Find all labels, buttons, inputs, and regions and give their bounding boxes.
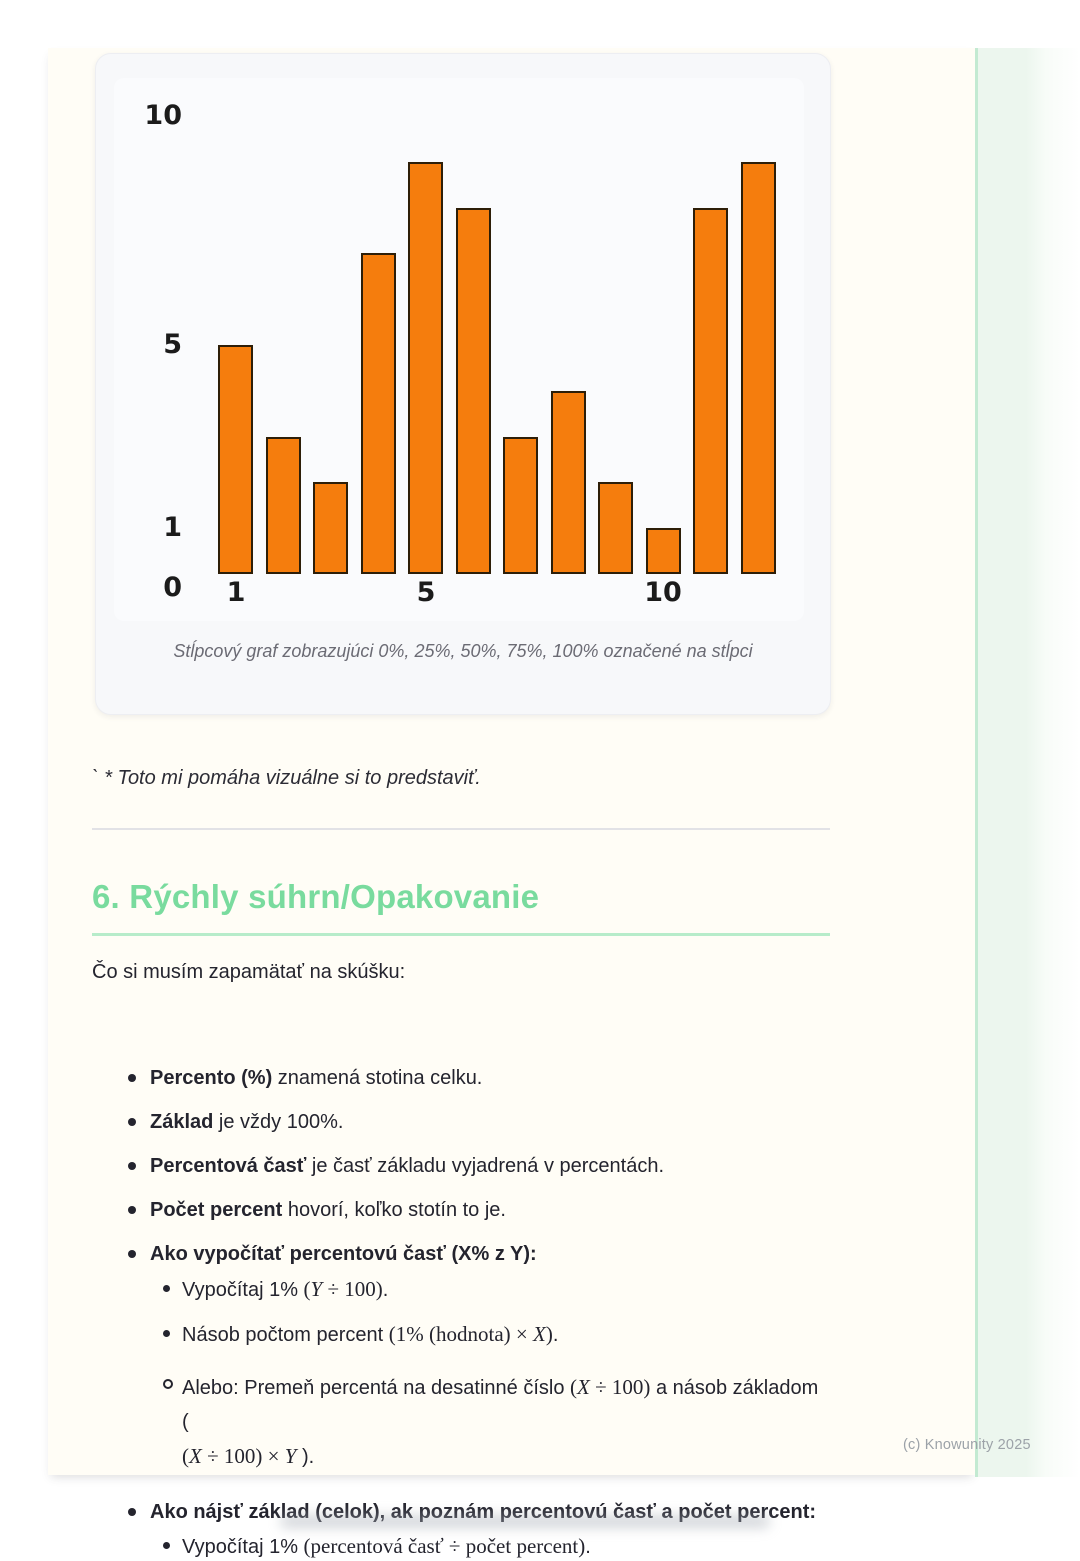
circle-bullet-icon xyxy=(163,1379,173,1389)
bar-11 xyxy=(693,208,728,574)
y-tick-label: 10 xyxy=(144,100,182,131)
list-item: Vypočítaj 1% (Y ÷ 100). xyxy=(154,1275,830,1304)
right-accent-line xyxy=(975,48,978,1477)
bar-8 xyxy=(550,391,586,574)
list-item: Násob počtom percent (1% (hodnota) × X). xyxy=(154,1320,830,1349)
section-heading: 6. Rýchly súhrn/Opakovanie xyxy=(92,878,540,915)
y-tick-label: 1 xyxy=(163,512,182,543)
disc-bullet-icon xyxy=(163,1285,170,1292)
summary-list: Percento (%) znamená stotina celku. Zákla… xyxy=(92,1034,830,1561)
section-divider xyxy=(92,828,830,830)
bar-7 xyxy=(503,437,538,574)
list-item: Základ je vždy 100%. xyxy=(122,1108,830,1136)
next-page-shadow xyxy=(280,1515,770,1528)
list-item: Počet percent hovorí, koľko stotín to je… xyxy=(122,1196,830,1224)
right-accent-panel xyxy=(978,48,1080,1477)
watermark: (c) Knowunity 2025 xyxy=(903,1437,1031,1453)
disc-bullet-icon xyxy=(128,1250,136,1258)
list-item: Alebo: Premeň percentá na desatinné čísl… xyxy=(154,1370,830,1474)
list-item: Vypočítaj 1% (percentová časť ÷ počet pe… xyxy=(154,1532,830,1561)
list-item: Ako vypočítať percentovú časť (X% z Y): xyxy=(122,1240,830,1268)
y-tick-label: 5 xyxy=(163,329,182,360)
bar-5 xyxy=(408,162,443,574)
bar-chart: 10 5 1 0 1 5 10 xyxy=(114,78,804,621)
list-item: Percentová časť je časť základu vyjadren… xyxy=(122,1152,830,1180)
x-tick-label: 1 xyxy=(226,577,246,608)
document-page: 10 5 1 0 1 5 10 Stĺpcový graf zobrazujúci 0%, … xyxy=(48,48,975,1558)
bar-2 xyxy=(265,437,301,574)
bar-6 xyxy=(455,208,491,574)
bar-12 xyxy=(740,162,776,574)
x-tick-label: 5 xyxy=(416,577,436,608)
bar-10 xyxy=(645,528,681,574)
bar-1 xyxy=(218,345,253,574)
disc-bullet-icon xyxy=(128,1118,136,1126)
bar-4 xyxy=(360,253,396,574)
summary-intro: Čo si musím zapamätať na skúšku: xyxy=(92,961,406,983)
x-tick-label: 10 xyxy=(644,577,682,608)
bar-9 xyxy=(598,482,633,574)
disc-bullet-icon xyxy=(128,1074,136,1082)
list-item: Percento (%) znamená stotina celku. xyxy=(122,1064,830,1092)
disc-bullet-icon xyxy=(163,1330,170,1337)
disc-bullet-icon xyxy=(163,1542,170,1549)
bar-3 xyxy=(313,482,348,574)
chart-card: 10 5 1 0 1 5 10 Stĺpcový graf zobrazujúci 0%, … xyxy=(95,53,831,715)
disc-bullet-icon xyxy=(128,1162,136,1170)
disc-bullet-icon xyxy=(128,1206,136,1214)
heading-underline xyxy=(92,933,830,936)
disc-bullet-icon xyxy=(128,1508,136,1516)
note-line: ` * Toto mi pomáha vizuálne si to predst… xyxy=(92,767,481,789)
y-tick-label: 0 xyxy=(163,572,182,603)
chart-caption: Stĺpcový graf zobrazujúci 0%, 25%, 50%, … xyxy=(173,641,753,661)
